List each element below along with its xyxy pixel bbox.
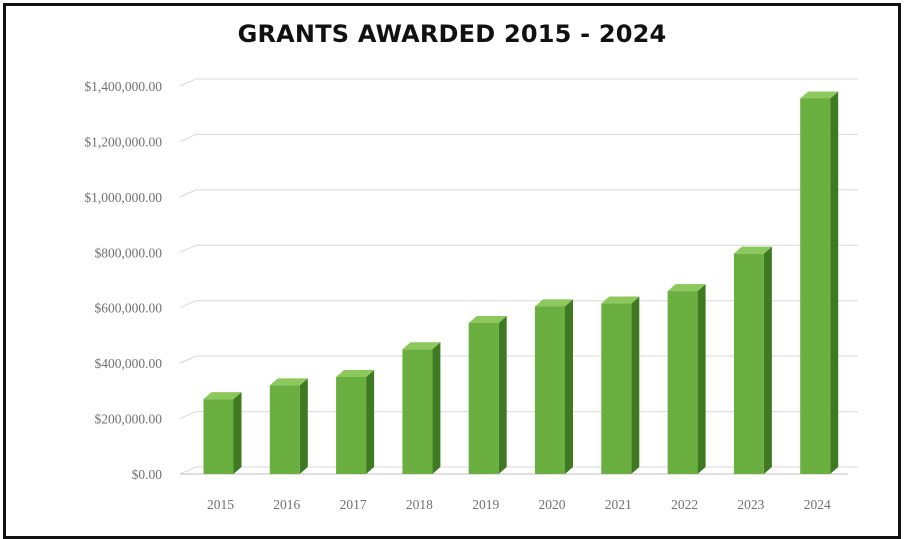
bar-side [233, 392, 242, 474]
bar-front [733, 253, 764, 474]
y-tick-label: $0.00 [132, 467, 163, 482]
x-tick-label: 2021 [605, 497, 632, 512]
gridline-edge [179, 466, 197, 475]
bar-2024 [800, 91, 839, 474]
bar-top [733, 246, 772, 254]
bar-2017 [336, 370, 375, 474]
bar-side [631, 296, 640, 474]
bar-2023 [733, 246, 772, 474]
bar-front [468, 322, 499, 474]
x-tick-label: 2019 [472, 497, 499, 512]
x-tick-label: 2020 [539, 497, 566, 512]
x-tick-label: 2022 [671, 497, 698, 512]
y-tick-label: $800,000.00 [95, 245, 163, 260]
gridline-edge [179, 300, 197, 309]
bar-side [697, 284, 706, 474]
bar-front [535, 306, 565, 474]
y-tick-label: $400,000.00 [95, 356, 163, 371]
bar-2018 [402, 342, 441, 474]
x-tick-label: 2024 [804, 497, 831, 512]
bar-side [366, 370, 375, 474]
bar-top [336, 370, 375, 377]
bar-side [565, 299, 573, 474]
bar-top [601, 296, 640, 304]
gridline-edge [179, 133, 197, 142]
bar-top [203, 392, 242, 400]
x-tick-label: 2016 [273, 497, 300, 512]
bar-side [830, 91, 839, 474]
bar-2019 [468, 315, 507, 474]
bar-top [800, 91, 839, 99]
y-tick-label: $200,000.00 [95, 412, 163, 427]
bar-top [468, 315, 507, 323]
bar-2022 [667, 284, 706, 474]
bar-front [800, 98, 831, 474]
bar-2021 [601, 296, 640, 474]
gridline-edge [179, 78, 197, 87]
gridline-edge [179, 189, 197, 198]
bar-side [299, 378, 308, 474]
y-tick-label: $1,000,000.00 [84, 190, 162, 205]
bar-front [601, 303, 632, 474]
bar-2016 [269, 378, 308, 474]
bar-front [336, 377, 367, 474]
x-tick-label: 2018 [406, 497, 433, 512]
y-tick-label: $600,000.00 [95, 301, 163, 316]
bar-top [402, 342, 441, 350]
x-tick-label: 2017 [340, 497, 367, 512]
gridline-edge [179, 355, 197, 364]
bar-2020 [535, 299, 573, 474]
bar-front [402, 349, 433, 474]
x-tick-label: 2023 [737, 497, 764, 512]
bar-top [667, 284, 706, 292]
bar-top [269, 378, 308, 386]
bar-front [203, 399, 234, 474]
y-tick-label: $1,400,000.00 [84, 79, 162, 94]
gridline-edge [179, 411, 197, 420]
y-tick-label: $1,200,000.00 [84, 134, 162, 149]
bar-front [269, 385, 300, 474]
x-tick-label: 2015 [207, 497, 234, 512]
bar-2015 [203, 392, 242, 474]
bar-side [432, 342, 441, 474]
gridline-edge [179, 244, 197, 253]
bar-front [667, 291, 698, 474]
chart-title: GRANTS AWARDED 2015 - 2024 [237, 20, 667, 48]
bar-top [535, 299, 573, 307]
bar-side [498, 315, 507, 474]
bar-side [763, 246, 772, 474]
